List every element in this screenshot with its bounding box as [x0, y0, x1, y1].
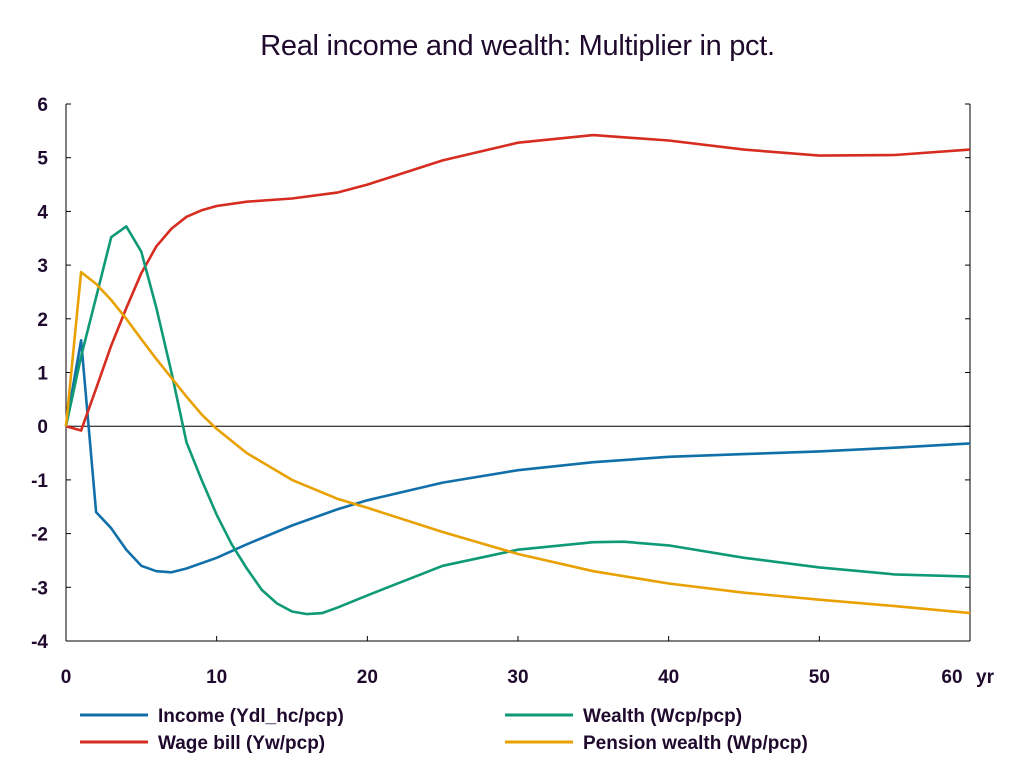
y-tick-label: -2 [31, 525, 48, 546]
legend-label-2: Wage bill (Yw/pcp) [158, 733, 325, 754]
y-tick-label: -4 [31, 632, 48, 653]
y-tick-label: 3 [37, 256, 48, 277]
legend: Income (Ydl_hc/pcp) Wage bill (Yw/pcp) Wea… [80, 706, 808, 754]
series-line-3 [64, 225, 971, 616]
chart-title: Real income and wealth: Multiplier in pc… [260, 30, 775, 62]
legend-label-4: Pension wealth (Wp/pcp) [583, 733, 808, 754]
series-line-2 [65, 133, 971, 432]
x-tick-label: 10 [206, 667, 227, 688]
y-tick-label: 0 [37, 417, 48, 438]
x-tick-label: 30 [507, 667, 528, 688]
x-tick-label: 20 [357, 667, 378, 688]
x-tick-label: 60 [941, 667, 962, 688]
series-line-1 [64, 339, 971, 574]
series-line-4 [64, 270, 971, 615]
x-unit-label: yr [976, 667, 995, 688]
x-tick-label: 50 [809, 667, 830, 688]
series-lines [64, 133, 971, 616]
y-tick-label: 1 [37, 364, 48, 385]
y-tick-label: -3 [31, 578, 48, 599]
x-tick-label: 40 [658, 667, 679, 688]
legend-label-1: Income (Ydl_hc/pcp) [158, 706, 344, 727]
y-tick-label: -1 [31, 471, 48, 492]
y-tick-label: 6 [37, 95, 48, 116]
y-tick-label: 2 [37, 310, 48, 331]
y-tick-label: 4 [37, 202, 48, 223]
legend-label-3: Wealth (Wcp/pcp) [583, 706, 742, 727]
y-tick-label: 5 [37, 149, 48, 170]
x-tick-label: 0 [61, 667, 72, 688]
